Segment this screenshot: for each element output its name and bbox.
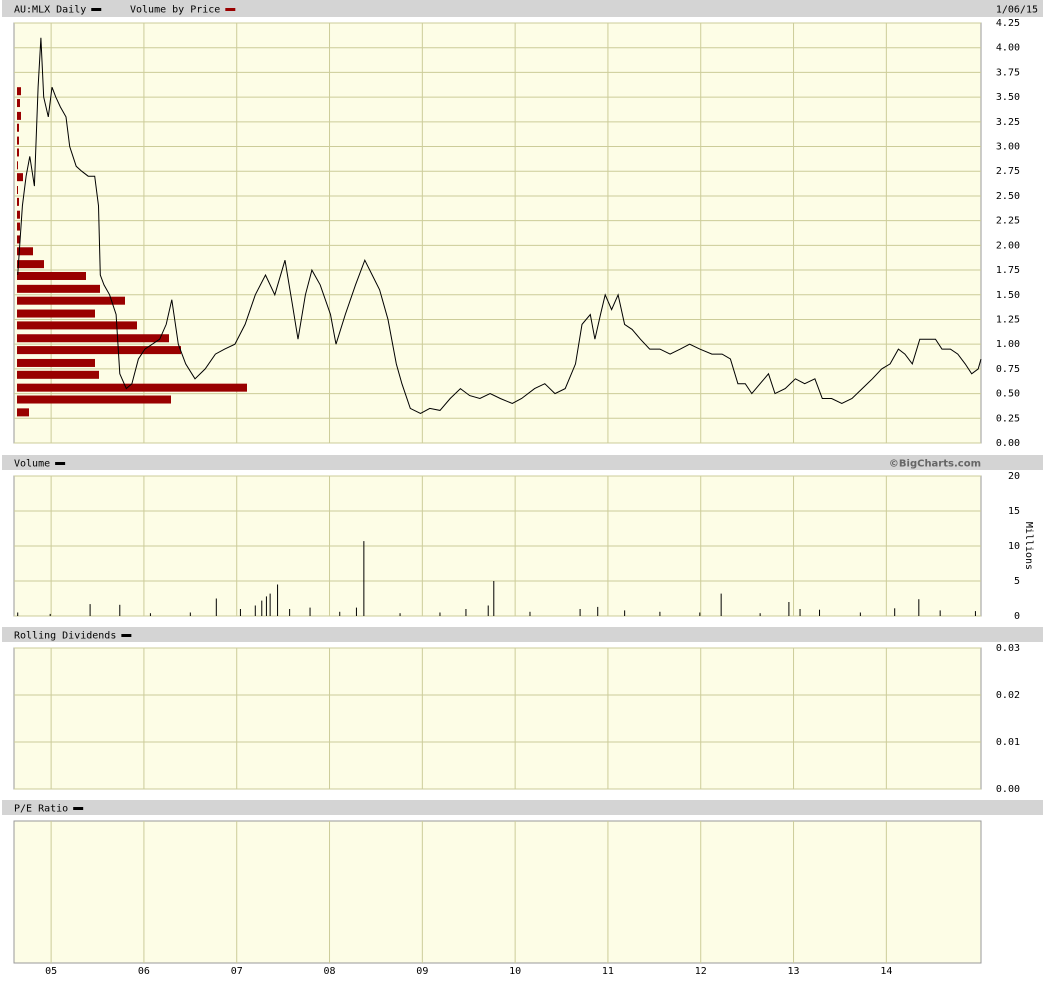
volume-by-price-bar — [17, 334, 169, 343]
price-line — [17, 37, 982, 414]
y-tick-label: 15 — [1008, 506, 1020, 517]
y-tick-label: 1.00 — [996, 339, 1020, 350]
y-axis-label: Millions — [1023, 522, 1034, 570]
panel-header — [2, 455, 1043, 470]
volume-by-price-bar — [17, 247, 33, 256]
volume-by-price-bar — [17, 123, 19, 132]
x-tick-label: 12 — [695, 966, 707, 977]
volume-by-price-bar — [17, 222, 20, 231]
volume-by-price-bar — [17, 370, 99, 379]
x-tick-label: 14 — [880, 966, 892, 977]
volume-by-price-bar — [17, 395, 171, 404]
y-tick-label: 3.50 — [996, 92, 1020, 103]
y-tick-label: 3.75 — [996, 67, 1020, 78]
volume-by-price-bar — [17, 210, 20, 219]
y-tick-label: 5 — [1014, 576, 1020, 587]
y-tick-label: 0.00 — [996, 784, 1020, 795]
x-tick-label: 10 — [509, 966, 521, 977]
volume-by-price-bar — [17, 87, 21, 96]
legend-label: P/E Ratio — [14, 804, 68, 815]
volume-by-price-bar — [17, 235, 20, 244]
volume-by-price-bar — [17, 284, 100, 293]
y-tick-label: 1.75 — [996, 265, 1020, 276]
x-tick-label: 11 — [602, 966, 614, 977]
plot-area — [13, 22, 982, 444]
y-tick-label: 4.25 — [996, 18, 1020, 29]
y-tick-label: 2.00 — [996, 240, 1020, 251]
volume-by-price-bar — [17, 346, 181, 355]
y-tick-label: 0.02 — [996, 690, 1020, 701]
volume-by-price-bar — [17, 309, 95, 318]
panel-header — [2, 800, 1043, 815]
y-tick-label: 3.00 — [996, 142, 1020, 153]
volume-by-price-bar — [17, 186, 18, 195]
y-tick-label: 10 — [1008, 541, 1020, 552]
legend-label: AU:MLX Daily — [14, 5, 86, 16]
volume-by-price-bar — [17, 383, 247, 392]
legend-label: Rolling Dividends — [14, 631, 116, 642]
y-tick-label: 0.25 — [996, 413, 1020, 424]
volume-by-price-bar — [17, 111, 21, 120]
volume-by-price-bar — [17, 99, 20, 108]
source-label: ©BigCharts.com — [889, 459, 981, 470]
legend-label: Volume — [14, 459, 50, 470]
volume-by-price-bar — [17, 296, 125, 305]
volume-by-price-bar — [17, 197, 19, 206]
x-tick-label: 07 — [231, 966, 243, 977]
y-tick-label: 1.25 — [996, 314, 1020, 325]
x-tick-label: 13 — [788, 966, 800, 977]
volume-by-price-bar — [17, 271, 86, 280]
date-label: 1/06/15 — [996, 5, 1038, 16]
y-tick-label: 20 — [1008, 471, 1020, 482]
plot-area — [13, 820, 982, 964]
panel-header — [2, 0, 1043, 17]
volume-by-price-bar — [17, 260, 44, 269]
y-tick-label: 0.00 — [996, 438, 1020, 449]
volume-by-price-bar — [17, 148, 19, 157]
y-tick-label: 0.03 — [996, 643, 1020, 654]
volume-by-price-bar — [17, 161, 18, 170]
y-tick-label: 0.50 — [996, 389, 1020, 400]
x-tick-label: 09 — [416, 966, 428, 977]
y-tick-label: 2.75 — [996, 166, 1020, 177]
volume-by-price-bar — [17, 358, 95, 367]
legend-label: Volume by Price — [130, 5, 220, 16]
x-tick-label: 05 — [45, 966, 57, 977]
y-tick-label: 0 — [1014, 611, 1020, 622]
y-tick-label: 1.50 — [996, 290, 1020, 301]
volume-by-price-bar — [17, 408, 29, 417]
volume-by-price-bar — [17, 136, 19, 145]
y-tick-label: 3.25 — [996, 117, 1020, 128]
panel-header — [2, 627, 1043, 642]
volume-by-price-bar — [17, 321, 137, 330]
y-tick-label: 0.01 — [996, 737, 1020, 748]
plot-area — [13, 647, 982, 790]
x-tick-label: 06 — [138, 966, 150, 977]
volume-by-price-bar — [17, 173, 23, 182]
x-tick-label: 08 — [324, 966, 336, 977]
y-tick-label: 4.00 — [996, 43, 1020, 54]
y-tick-label: 2.50 — [996, 191, 1020, 202]
y-tick-label: 2.25 — [996, 216, 1020, 227]
y-tick-label: 0.75 — [996, 364, 1020, 375]
